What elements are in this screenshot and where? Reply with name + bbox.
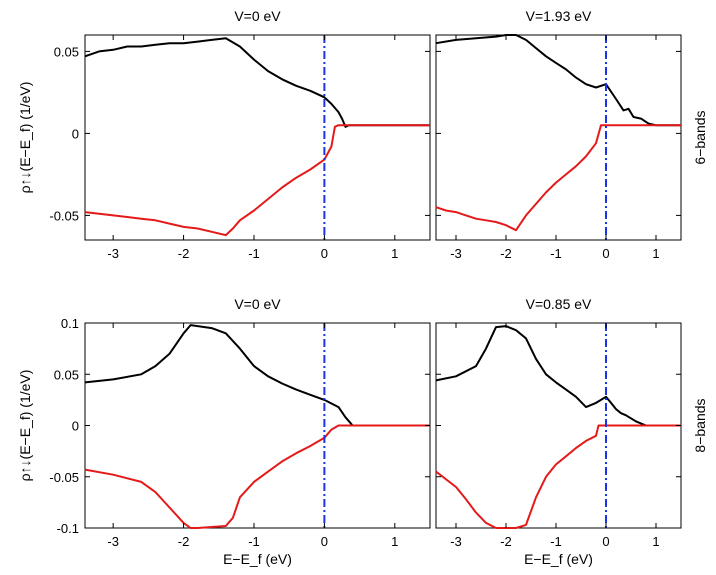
x-tick-label: -1 (248, 246, 260, 261)
x-tick-label: 0 (321, 534, 328, 549)
subplot-title: V=0.85 eV (526, 296, 592, 312)
x-tick-label: -2 (178, 246, 190, 261)
spin-down-line (84, 424, 430, 529)
x-tick-label: -3 (450, 534, 462, 549)
row-label: 8−bands (692, 398, 708, 452)
subplot-4: -3 -2 -1 0 1 V=0.85 eV E−E_f (eV) 8−bands (435, 296, 708, 567)
subplot-title: V=0 eV (234, 296, 281, 312)
x-tick-label: -2 (178, 534, 190, 549)
y-tick-label: 0 (72, 126, 79, 141)
subplot-title: V=0 eV (234, 8, 281, 24)
spin-down-line (435, 424, 681, 529)
x-tick-label: -3 (107, 534, 119, 549)
axes-box (84, 34, 431, 241)
x-tick-label: -3 (107, 246, 119, 261)
spin-up-line (435, 325, 681, 427)
x-tick-label: 0 (321, 246, 328, 261)
x-tick-label: -1 (550, 246, 562, 261)
x-tick-label: -3 (450, 246, 462, 261)
x-tick-label: 1 (391, 534, 398, 549)
subplot-1: -3 -2 -1 0 1 0.05 0 -0.05 V=0 eV ρ↑↓(E−E_f) (1/eV… (17, 8, 431, 261)
y-tick-label: -0.05 (49, 470, 79, 485)
x-tick-label: 0 (602, 534, 609, 549)
row-label: 6−bands (692, 110, 708, 164)
spin-up-line (84, 324, 430, 427)
subplot-2: -3 -2 -1 0 1 V=1.93 eV 6−bands (435, 8, 708, 261)
x-tick-label: 1 (652, 534, 659, 549)
x-tick-label: -1 (248, 534, 260, 549)
y-tick-label: 0.05 (54, 367, 79, 382)
x-axis-label: E−E_f (eV) (524, 551, 593, 567)
y-tick-label: -0.1 (57, 521, 79, 536)
y-tick-label: 0.05 (54, 44, 79, 59)
x-tick-label: 0 (602, 246, 609, 261)
y-axis-label: ρ↑↓(E−E_f) (1/eV) (17, 82, 33, 194)
y-axis-label: ρ↑↓(E−E_f) (1/eV) (17, 370, 33, 482)
x-tick-label: -1 (550, 534, 562, 549)
x-tick-label: 1 (391, 246, 398, 261)
x-tick-label: 1 (652, 246, 659, 261)
spin-up-line (84, 37, 430, 128)
y-tick-label: 0.1 (61, 316, 79, 331)
y-tick-label: 0 (72, 419, 79, 434)
subplot-3: -3 -2 -1 0 1 0.1 0.05 0 -0.05 -0.1 V=0 eV E−E_f (eV… (17, 296, 431, 567)
spin-down-line (435, 124, 681, 232)
x-axis-label: E−E_f (eV) (223, 551, 292, 567)
x-tick-label: -2 (500, 534, 512, 549)
spin-down-line (84, 124, 430, 237)
spin-up-line (435, 34, 681, 127)
y-tick-label: -0.05 (49, 208, 79, 223)
subplot-title: V=1.93 eV (526, 8, 592, 24)
x-tick-label: -2 (500, 246, 512, 261)
axes-box (435, 34, 682, 241)
